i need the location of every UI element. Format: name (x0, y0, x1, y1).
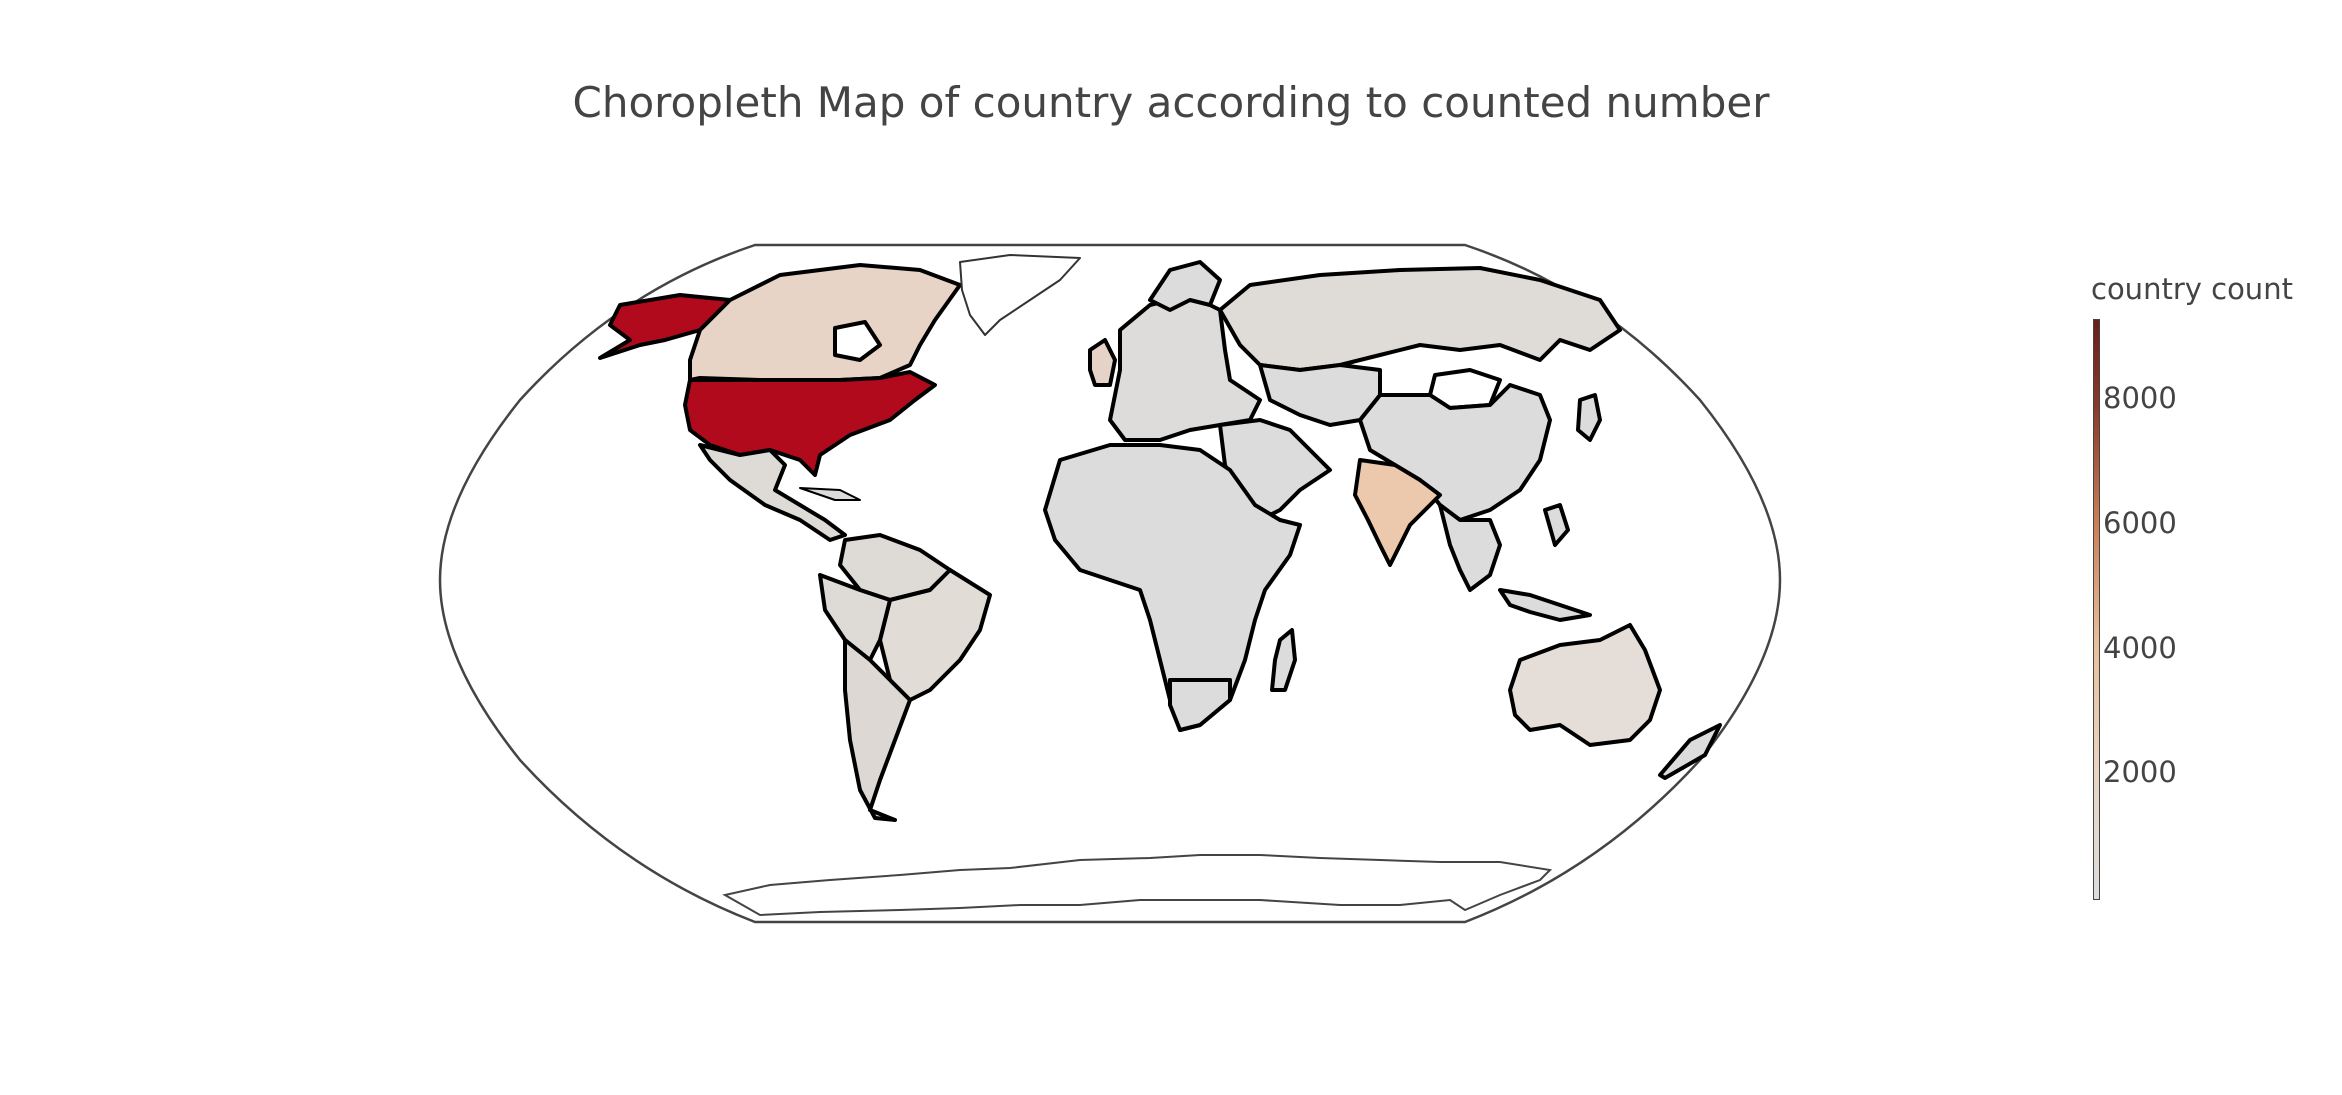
region-indonesia[interactable] (1498, 588, 1592, 622)
region-china[interactable] (1358, 383, 1552, 522)
region-south-africa[interactable] (1168, 678, 1232, 732)
region-antarctica (722, 854, 1553, 917)
region-peru[interactable] (818, 573, 892, 662)
colorbar-tick-6000: 6000 (2103, 506, 2177, 540)
region-india[interactable] (1353, 458, 1442, 567)
region-canada[interactable] (688, 263, 962, 382)
region-argentina[interactable] (843, 638, 912, 822)
region-cuba[interactable] (799, 487, 861, 501)
region-japan[interactable] (1576, 393, 1602, 442)
region-scandinavia[interactable] (1148, 260, 1222, 312)
colorbar-tick-2000: 2000 (2103, 755, 2177, 789)
region-brazil[interactable] (878, 568, 992, 702)
region-philippines[interactable] (1543, 503, 1570, 547)
region-central-asia[interactable] (1258, 363, 1382, 427)
region-alaska[interactable] (598, 293, 732, 360)
region-southeast-asia[interactable] (1438, 503, 1502, 592)
region-mexico[interactable] (698, 443, 847, 542)
region-united-kingdom[interactable] (1088, 338, 1117, 387)
region-hudson-bay (833, 320, 882, 362)
colorbar (2093, 319, 2100, 900)
colorbar-tick-4000: 4000 (2103, 631, 2177, 665)
region-united-states[interactable] (683, 370, 937, 477)
colorbar-tick-8000: 8000 (2103, 381, 2177, 415)
region-australia[interactable] (1508, 623, 1662, 747)
region-madagascar[interactable] (1270, 628, 1297, 692)
region-new-zealand[interactable] (1658, 723, 1722, 780)
region-africa[interactable] (1043, 443, 1302, 732)
colorbar-title: country count (2091, 272, 2293, 306)
region-greenland[interactable] (959, 254, 1081, 336)
chart-title: Choropleth Map of country according to c… (572, 78, 1770, 127)
